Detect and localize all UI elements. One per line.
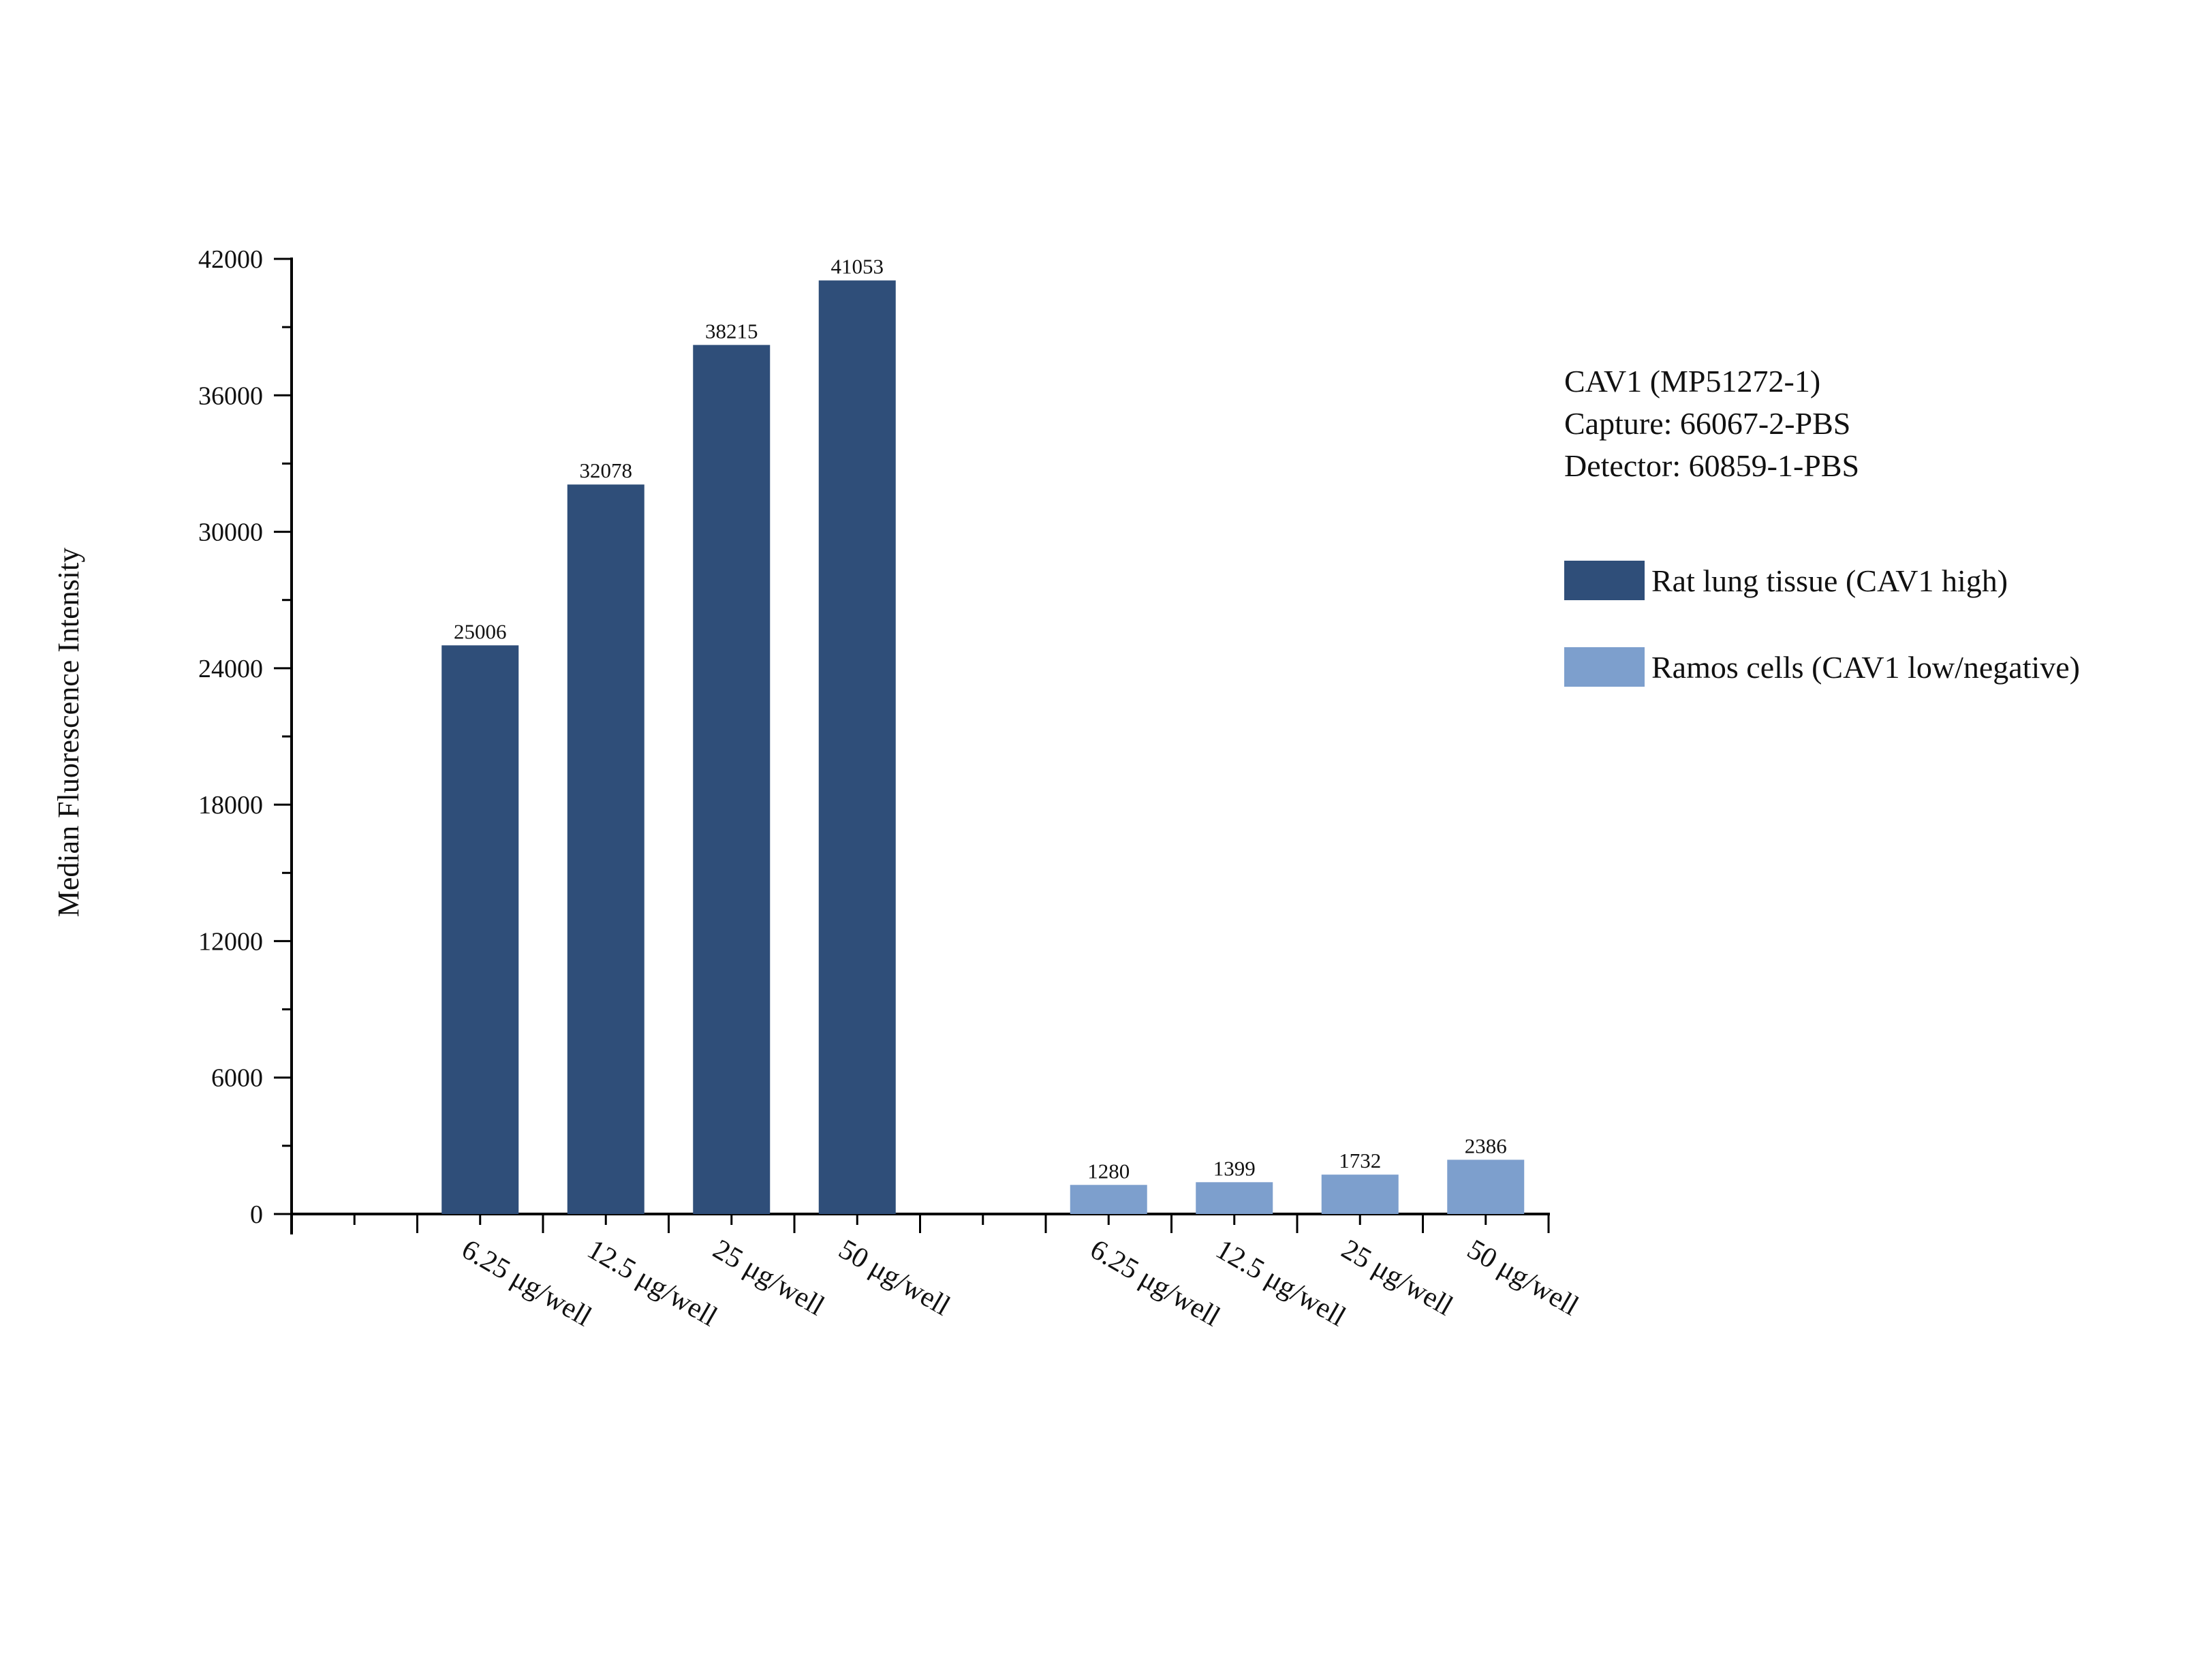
- annotation-line: CAV1 (MP51272-1): [1564, 364, 1820, 399]
- bar-value-label: 1399: [1213, 1156, 1256, 1180]
- bars: [441, 280, 1525, 1214]
- bar-value-label: 25006: [454, 619, 507, 643]
- legend: CAV1 (MP51272-1) Capture: 66067-2-PBS Dete…: [1564, 364, 2080, 687]
- y-tick-label: 6000: [211, 1064, 263, 1093]
- axes: 0 6000 12000 18000 24000 30000 36000 42000: [198, 245, 1550, 1234]
- x-tick-label: 6.25 μg/well: [456, 1234, 597, 1333]
- bar: [441, 645, 519, 1214]
- annotation-line: Detector: 60859-1-PBS: [1564, 448, 1859, 483]
- annotation-line: Capture: 66067-2-PBS: [1564, 406, 1850, 441]
- x-tick-label: 50 μg/well: [833, 1234, 955, 1322]
- bar: [1070, 1185, 1147, 1214]
- x-tick-label: 6.25 μg/well: [1085, 1234, 1225, 1333]
- bar: [567, 484, 644, 1214]
- bar-value-label: 32078: [580, 458, 633, 482]
- y-tick-label: 24000: [198, 655, 263, 683]
- bar-value-label: 38215: [705, 319, 758, 343]
- legend-label: Rat lung tissue (CAV1 high): [1651, 563, 2008, 598]
- x-tick-label: 25 μg/well: [1336, 1234, 1458, 1322]
- legend-label: Ramos cells (CAV1 low/negative): [1651, 650, 2080, 685]
- x-tick-label: 50 μg/well: [1462, 1234, 1584, 1322]
- x-tick-label: 12.5 μg/well: [1211, 1234, 1351, 1333]
- x-tick-label: 25 μg/well: [708, 1234, 830, 1322]
- y-tick-label: 12000: [198, 927, 263, 956]
- y-tick-label: 0: [250, 1200, 263, 1229]
- legend-swatch: [1564, 561, 1645, 600]
- bar: [1321, 1175, 1399, 1214]
- bar-value-label: 2386: [1465, 1134, 1507, 1157]
- y-tick-label: 42000: [198, 245, 263, 274]
- bar-value-label: 41053: [831, 255, 884, 279]
- legend-swatch: [1564, 647, 1645, 687]
- y-tick-label: 30000: [198, 518, 263, 547]
- bar: [1196, 1182, 1273, 1214]
- y-tick-label: 36000: [198, 382, 263, 410]
- bar: [818, 280, 896, 1214]
- bar: [1447, 1160, 1525, 1214]
- y-tick-label: 18000: [198, 791, 263, 820]
- bar-value-label: 1280: [1087, 1159, 1130, 1183]
- x-tick-label: 12.5 μg/well: [582, 1234, 722, 1333]
- bar: [693, 345, 771, 1214]
- y-axis-title: Median Fluorescence Intensity: [52, 548, 85, 918]
- bar-value-label: 1732: [1339, 1149, 1381, 1172]
